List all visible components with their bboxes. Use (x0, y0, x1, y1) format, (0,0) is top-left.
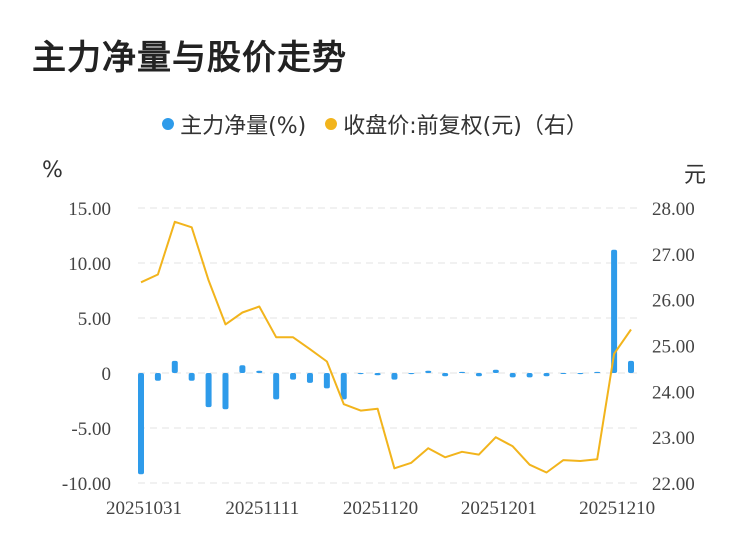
bar (408, 373, 415, 375)
bar (611, 249, 618, 373)
legend-dot-net-icon (162, 118, 175, 130)
bar (442, 373, 449, 377)
bar (171, 360, 178, 373)
x-tick-label: 20251111 (225, 498, 299, 519)
x-tick-label: 20251120 (343, 498, 418, 519)
right-axis-ticks: 28.00 27.00 26.00 25.00 24.00 23.00 22.00 (652, 199, 695, 495)
bar (459, 371, 466, 373)
bar (154, 373, 161, 381)
chart-title: 主力净量与股价走势 (32, 38, 347, 78)
left-tick-label: 10.00 (68, 254, 111, 275)
bar (492, 369, 499, 373)
right-tick-label: 26.00 (652, 291, 695, 312)
x-axis-ticks: 20251031 20251111 20251120 20251201 20251210 (106, 498, 655, 519)
bar (475, 373, 482, 377)
line-series (140, 220, 632, 474)
bar (391, 373, 398, 380)
bar (425, 370, 432, 373)
x-tick-label: 20251210 (579, 498, 655, 519)
bar (290, 373, 297, 380)
x-tick-label: 20251031 (106, 498, 182, 519)
left-tick-label: 15.00 (68, 199, 111, 220)
bar (543, 373, 550, 377)
left-tick-label: 5.00 (78, 309, 111, 330)
legend-item-price[interactable]: 收盘价:前复权(元)（右） (325, 108, 588, 140)
bar (323, 373, 330, 389)
right-tick-label: 24.00 (652, 382, 695, 403)
bar (188, 373, 195, 381)
bar (256, 370, 263, 373)
right-tick-label: 25.00 (652, 337, 695, 358)
bar (374, 373, 381, 376)
legend: 主力净量(%) 收盘价:前复权(元)（右） (0, 108, 750, 140)
bar (577, 373, 584, 375)
bar (205, 373, 212, 408)
legend-item-net[interactable]: 主力净量(%) (162, 108, 306, 140)
price-line (140, 220, 632, 474)
bar (138, 373, 144, 475)
right-tick-label: 28.00 (652, 199, 695, 220)
x-tick-label: 20251201 (461, 498, 537, 519)
bar (306, 373, 313, 383)
bar (628, 360, 634, 373)
bar-series (138, 249, 634, 475)
legend-label-price: 收盘价:前复权(元)（右） (343, 114, 588, 139)
legend-label-net: 主力净量(%) (180, 114, 307, 139)
legend-dot-price-icon (325, 118, 338, 130)
bar (340, 373, 347, 400)
gridlines (138, 207, 638, 484)
bar (509, 373, 516, 378)
bar (357, 373, 364, 375)
left-axis-ticks: 15.00 10.00 5.00 0 -5.00 -10.00 (62, 199, 111, 495)
bar (222, 373, 229, 410)
bar (526, 373, 533, 378)
left-axis-unit: % (42, 158, 63, 183)
bar (560, 373, 567, 374)
bar (273, 373, 280, 400)
right-tick-label: 22.00 (652, 474, 695, 495)
bar (239, 365, 246, 373)
bar (594, 371, 601, 373)
right-tick-label: 27.00 (652, 245, 695, 266)
left-tick-label: -5.00 (71, 419, 111, 440)
left-tick-label: -10.00 (62, 474, 111, 495)
right-axis-unit: 元 (684, 163, 707, 188)
left-tick-label: 0 (102, 364, 112, 385)
right-tick-label: 23.00 (652, 428, 695, 449)
